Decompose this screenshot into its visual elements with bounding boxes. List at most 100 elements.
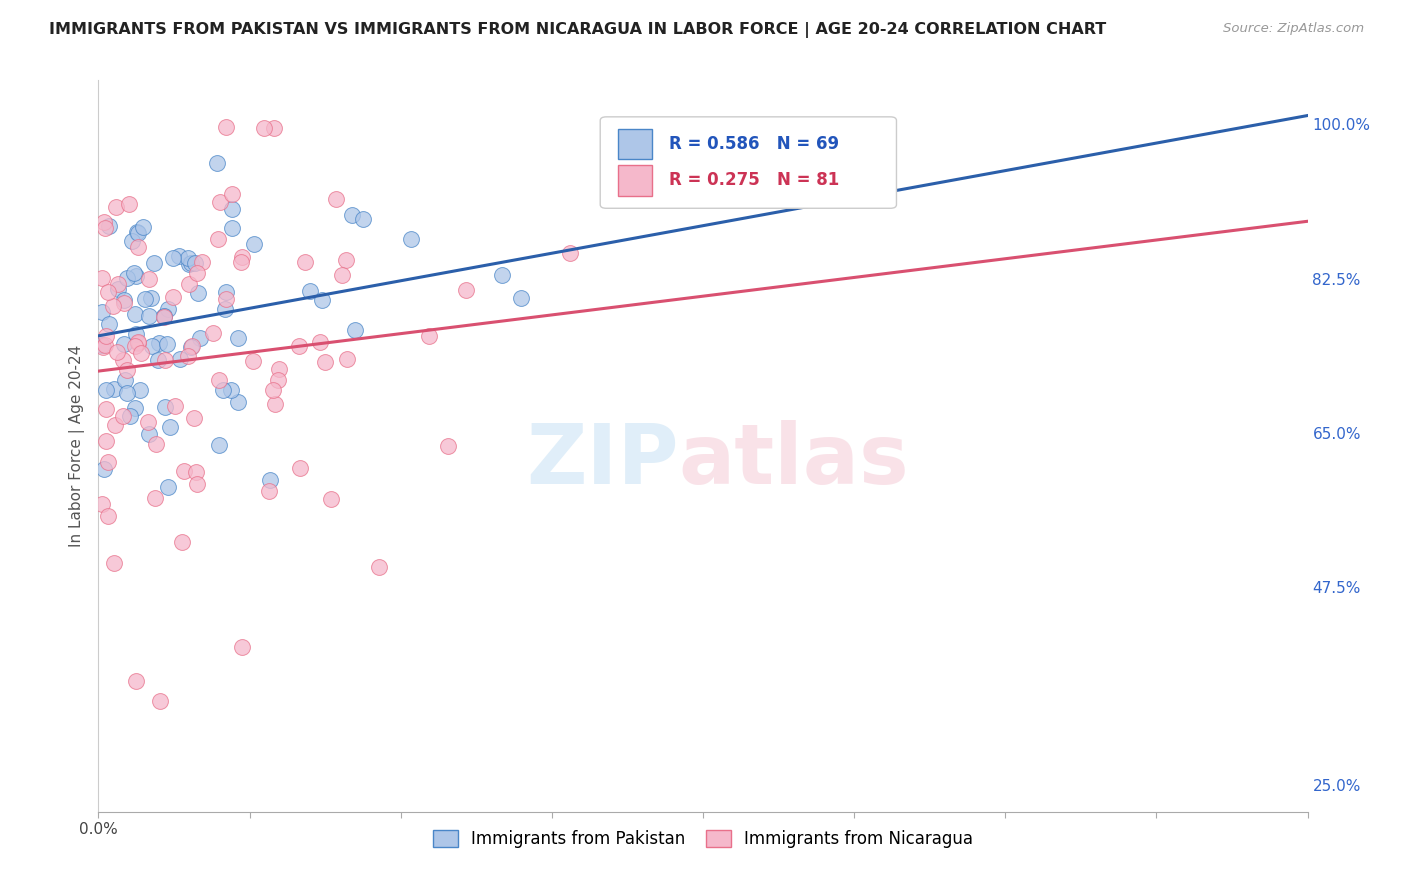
Text: R = 0.275   N = 81: R = 0.275 N = 81 [669,171,839,189]
Point [127,227,149,241]
Point [112,296,135,310]
Point [221,202,243,217]
Point [127,226,149,240]
Point [156,301,179,316]
Text: ZIP: ZIP [526,420,679,501]
Point [136,415,159,429]
Point [125,674,148,689]
Point [221,220,243,235]
Point [243,237,266,252]
Point [207,231,229,245]
Point [93,215,115,229]
Text: Source: ZipAtlas.com: Source: ZipAtlas.com [1223,22,1364,36]
Point [138,426,160,441]
Point [107,277,129,291]
Point [226,395,249,409]
Point [259,473,281,487]
Point [94,220,117,235]
Point [97,317,120,331]
Point [156,337,179,351]
Point [125,268,148,283]
Point [91,340,114,354]
Point [188,330,211,344]
Point [335,252,357,267]
Point [311,293,333,308]
Point [124,307,146,321]
Point [159,419,181,434]
Point [221,187,243,202]
Point [129,346,152,360]
Point [153,309,176,323]
Point [138,272,160,286]
Point [208,373,231,387]
Point [97,455,120,469]
Point [134,293,156,307]
Point [207,438,229,452]
Point [215,292,238,306]
Point [127,334,149,349]
Point [214,301,236,316]
Point [146,353,169,368]
Point [165,400,187,414]
Point [325,193,347,207]
Point [114,337,136,351]
Point [180,256,202,270]
Point [97,509,120,524]
Point [454,283,477,297]
Point [125,326,148,341]
Point [96,434,118,449]
Point [368,560,391,574]
Point [290,460,312,475]
Point [121,234,143,248]
Point [340,208,363,222]
Point [98,219,121,233]
Point [205,156,228,170]
Point [180,338,202,352]
Point [143,491,166,505]
Point [149,694,172,708]
Point [335,352,357,367]
Point [152,310,174,325]
Point [91,497,114,511]
FancyBboxPatch shape [600,117,897,209]
Point [309,334,332,349]
Point [94,383,117,397]
Point [215,285,238,300]
Point [202,326,225,340]
Point [242,353,264,368]
Point [169,249,191,263]
Point [141,291,163,305]
Text: R = 0.586   N = 69: R = 0.586 N = 69 [669,135,839,153]
Point [91,338,114,352]
Point [153,400,176,414]
Point [112,409,135,424]
Point [111,353,134,368]
Point [299,285,322,299]
Point [115,363,138,377]
Point [105,200,128,214]
Point [128,383,150,397]
Point [143,256,166,270]
Point [145,436,167,450]
Text: atlas: atlas [679,420,910,501]
Point [226,331,249,345]
Point [97,285,120,300]
Point [399,231,422,245]
Point [96,329,118,343]
Point [101,299,124,313]
Point [94,402,117,417]
Point [437,439,460,453]
Point [314,355,336,369]
Point [169,352,191,367]
Point [176,251,198,265]
Point [93,461,115,475]
Point [344,323,367,337]
Point [115,386,138,401]
Point [262,383,284,397]
Point [231,640,253,655]
Point [117,271,139,285]
Legend: Immigrants from Pakistan, Immigrants from Nicaragua: Immigrants from Pakistan, Immigrants fro… [426,823,980,855]
Point [190,255,212,269]
Point [253,120,276,135]
Point [148,336,170,351]
